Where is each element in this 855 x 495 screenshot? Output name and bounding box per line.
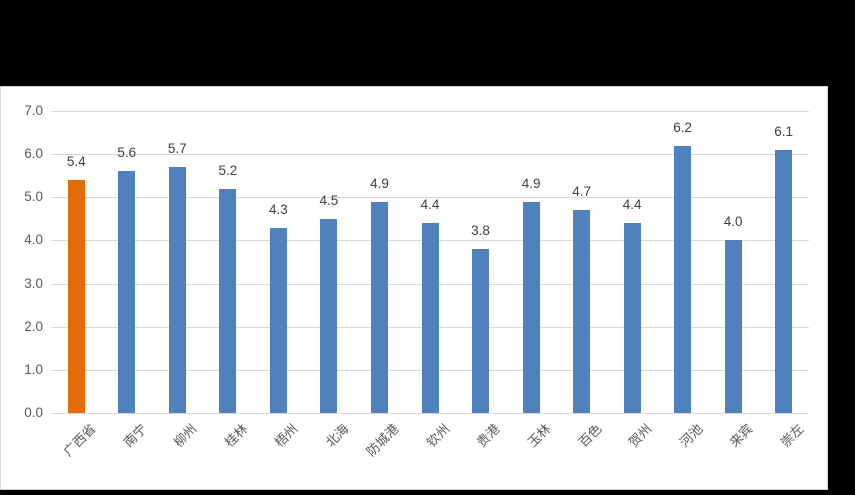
bar <box>472 249 489 413</box>
bar <box>168 167 186 413</box>
x-axis-category-label: 百色 <box>575 421 605 451</box>
bar <box>522 201 540 413</box>
x-axis-category-label: 来宾 <box>726 421 756 451</box>
y-axis-tick-label: 3.0 <box>24 276 43 291</box>
bar-value-label: 6.2 <box>673 119 693 135</box>
y-axis-tick-label: 4.0 <box>24 232 43 247</box>
x-axis-category-label: 桂林 <box>221 421 251 451</box>
gridline <box>51 154 809 155</box>
bar <box>269 227 287 413</box>
bar-value-label: 5.6 <box>117 145 137 161</box>
x-axis-category-label: 北海 <box>322 421 352 451</box>
bar <box>421 223 439 413</box>
y-axis-tick-label: 1.0 <box>24 362 43 377</box>
y-axis-tick-label: 7.0 <box>24 103 43 118</box>
x-axis-category-label: 玉林 <box>524 421 554 451</box>
bar-value-label: 4.4 <box>420 197 440 213</box>
bar-value-label: 6.1 <box>774 123 794 139</box>
gridline <box>51 111 809 112</box>
bar <box>674 145 692 413</box>
bar-value-label: 5.4 <box>66 154 86 169</box>
y-axis-tick-label: 6.0 <box>24 146 43 161</box>
bar <box>67 180 85 413</box>
bar <box>371 201 388 413</box>
gridline <box>51 197 809 198</box>
bar-value-label: 4.9 <box>521 175 541 191</box>
bar <box>623 223 641 413</box>
y-axis-tick-label: 2.0 <box>24 319 43 334</box>
y-axis-tick-label: 0.0 <box>24 405 43 420</box>
gridline <box>51 413 809 414</box>
bar-value-label: 4.0 <box>723 214 743 230</box>
x-axis-category-label: 贵港 <box>474 421 504 451</box>
x-axis-category-label: 贺州 <box>625 421 655 451</box>
bar-chart: 0.0 1.0 2.0 3.0 4.0 5.0 6.0 7.0 5.4 广西省 5.6 南宁 5.7 柳州… <box>0 86 828 490</box>
x-axis-category-label: 钦州 <box>423 421 453 451</box>
x-axis-category-label: 防城港 <box>363 421 403 460</box>
x-axis-category-label: 河池 <box>676 421 706 451</box>
x-axis-category-label: 柳州 <box>170 421 200 451</box>
bar-value-label: 4.9 <box>370 175 389 191</box>
bar-value-label: 5.7 <box>167 141 187 157</box>
bar <box>118 171 136 413</box>
bar-value-label: 4.5 <box>319 192 339 208</box>
bar-value-label: 4.7 <box>572 184 591 200</box>
x-axis-category-label: 广西省 <box>60 421 99 460</box>
x-axis-category-label: 崇左 <box>777 421 807 451</box>
bar <box>573 210 591 413</box>
bar <box>724 240 742 413</box>
bar-value-label: 4.4 <box>622 197 642 213</box>
bar <box>219 188 237 413</box>
y-axis-tick-label: 5.0 <box>24 189 43 204</box>
bar <box>775 149 793 413</box>
bar-value-label: 5.2 <box>218 162 238 178</box>
bar-value-label: 4.3 <box>269 201 288 217</box>
x-axis-category-label: 梧州 <box>272 421 302 451</box>
bar-value-label: 3.8 <box>471 223 490 239</box>
bar <box>320 218 338 413</box>
x-axis-category-label: 南宁 <box>120 421 150 451</box>
